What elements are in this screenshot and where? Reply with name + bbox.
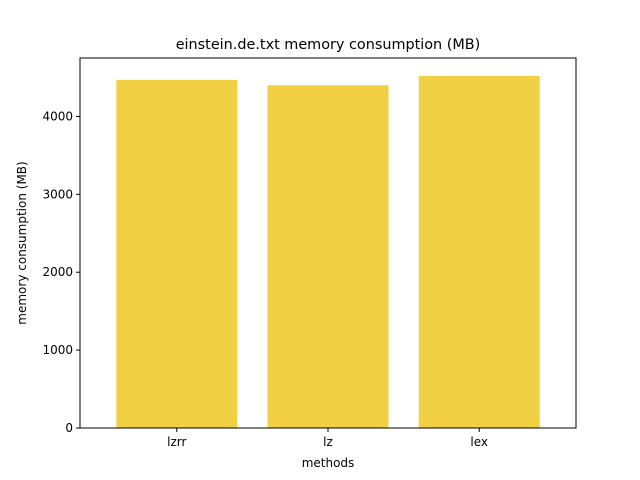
bar-lz [267,85,389,429]
bars-group [116,75,540,429]
bar-lzrr [116,79,238,429]
bar-lex [418,75,540,429]
x-axis-label: methods [302,456,355,470]
y-tick-label: 1000 [42,343,73,357]
x-tick-label: lex [470,435,488,449]
y-tick-label: 2000 [42,265,73,279]
y-tick-label: 0 [65,421,73,435]
y-tick-label: 4000 [42,109,73,123]
x-tick-label: lzrr [167,435,186,449]
y-tick-label: 3000 [42,187,73,201]
x-tick-label: lz [323,435,333,449]
chart-title: einstein.de.txt memory consumption (MB) [176,37,481,53]
y-axis: 0 1000 2000 3000 4000 [42,109,80,435]
y-axis-label: memory consumption (MB) [15,161,29,324]
x-axis: lzrr lz lex [167,428,488,449]
